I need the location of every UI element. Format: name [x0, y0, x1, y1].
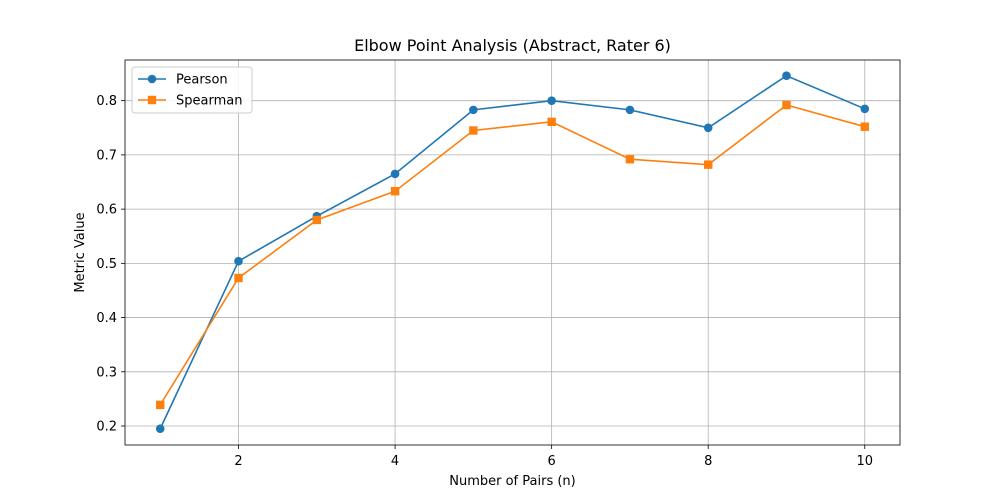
spearman-point — [782, 100, 791, 110]
legend-label-spearman: Spearman — [176, 94, 242, 109]
pearson-point — [782, 71, 791, 81]
legend-entry-pearson: Pearson — [138, 73, 228, 88]
axis-ticks: 2 4 6 8 10 0.2 0.3 0.4 0.5 0.6 0.7 0.8 — [96, 94, 873, 469]
pearson-point — [469, 105, 478, 115]
y-tick-label: 0.7 — [96, 148, 117, 163]
spearman-point — [156, 400, 165, 410]
pearson-point — [703, 123, 713, 133]
y-tick-label: 0.6 — [96, 203, 117, 218]
legend-marker-pearson — [147, 74, 157, 84]
x-tick-label: 4 — [391, 454, 399, 469]
pearson-point — [390, 169, 400, 179]
pearson-point — [625, 105, 635, 115]
pearson-point — [155, 424, 165, 434]
plot-series — [155, 71, 870, 434]
pearson-point — [860, 104, 870, 114]
spearman-line — [159, 104, 865, 406]
pearson-series — [155, 71, 870, 434]
spearman-point — [234, 273, 243, 283]
spearman-point — [547, 117, 556, 127]
x-axis-label: Number of Pairs (n) — [449, 474, 575, 489]
legend-label-pearson: Pearson — [176, 73, 228, 88]
x-tick-label: 6 — [548, 454, 556, 469]
y-axis-label: Metric Value — [73, 212, 88, 292]
chart-title: Elbow Point Analysis (Abstract, Rater 6) — [354, 36, 671, 55]
spearman-point — [469, 126, 478, 135]
legend: Pearson Spearman — [131, 66, 253, 114]
pearson-point — [547, 96, 556, 105]
legend-entry-spearman: Spearman — [138, 94, 242, 109]
pearson-point — [234, 256, 243, 266]
x-tick-label: 2 — [234, 454, 242, 469]
y-tick-label: 0.8 — [96, 94, 117, 109]
x-tick-label: 8 — [704, 454, 712, 469]
spearman-series — [156, 100, 869, 410]
spearman-point — [312, 215, 321, 225]
y-tick-label: 0.3 — [96, 365, 117, 380]
pearson-line — [159, 74, 866, 430]
legend-marker-spearman — [147, 95, 157, 105]
plot-area-frame — [124, 59, 901, 446]
spearman-point — [625, 155, 635, 164]
y-tick-label: 0.5 — [96, 257, 117, 272]
y-tick-label: 0.2 — [96, 420, 117, 435]
spearman-point — [390, 187, 400, 196]
x-tick-label: 10 — [856, 454, 873, 469]
y-tick-label: 0.4 — [96, 311, 117, 326]
spearman-point — [860, 122, 869, 131]
spearman-point — [704, 160, 713, 169]
